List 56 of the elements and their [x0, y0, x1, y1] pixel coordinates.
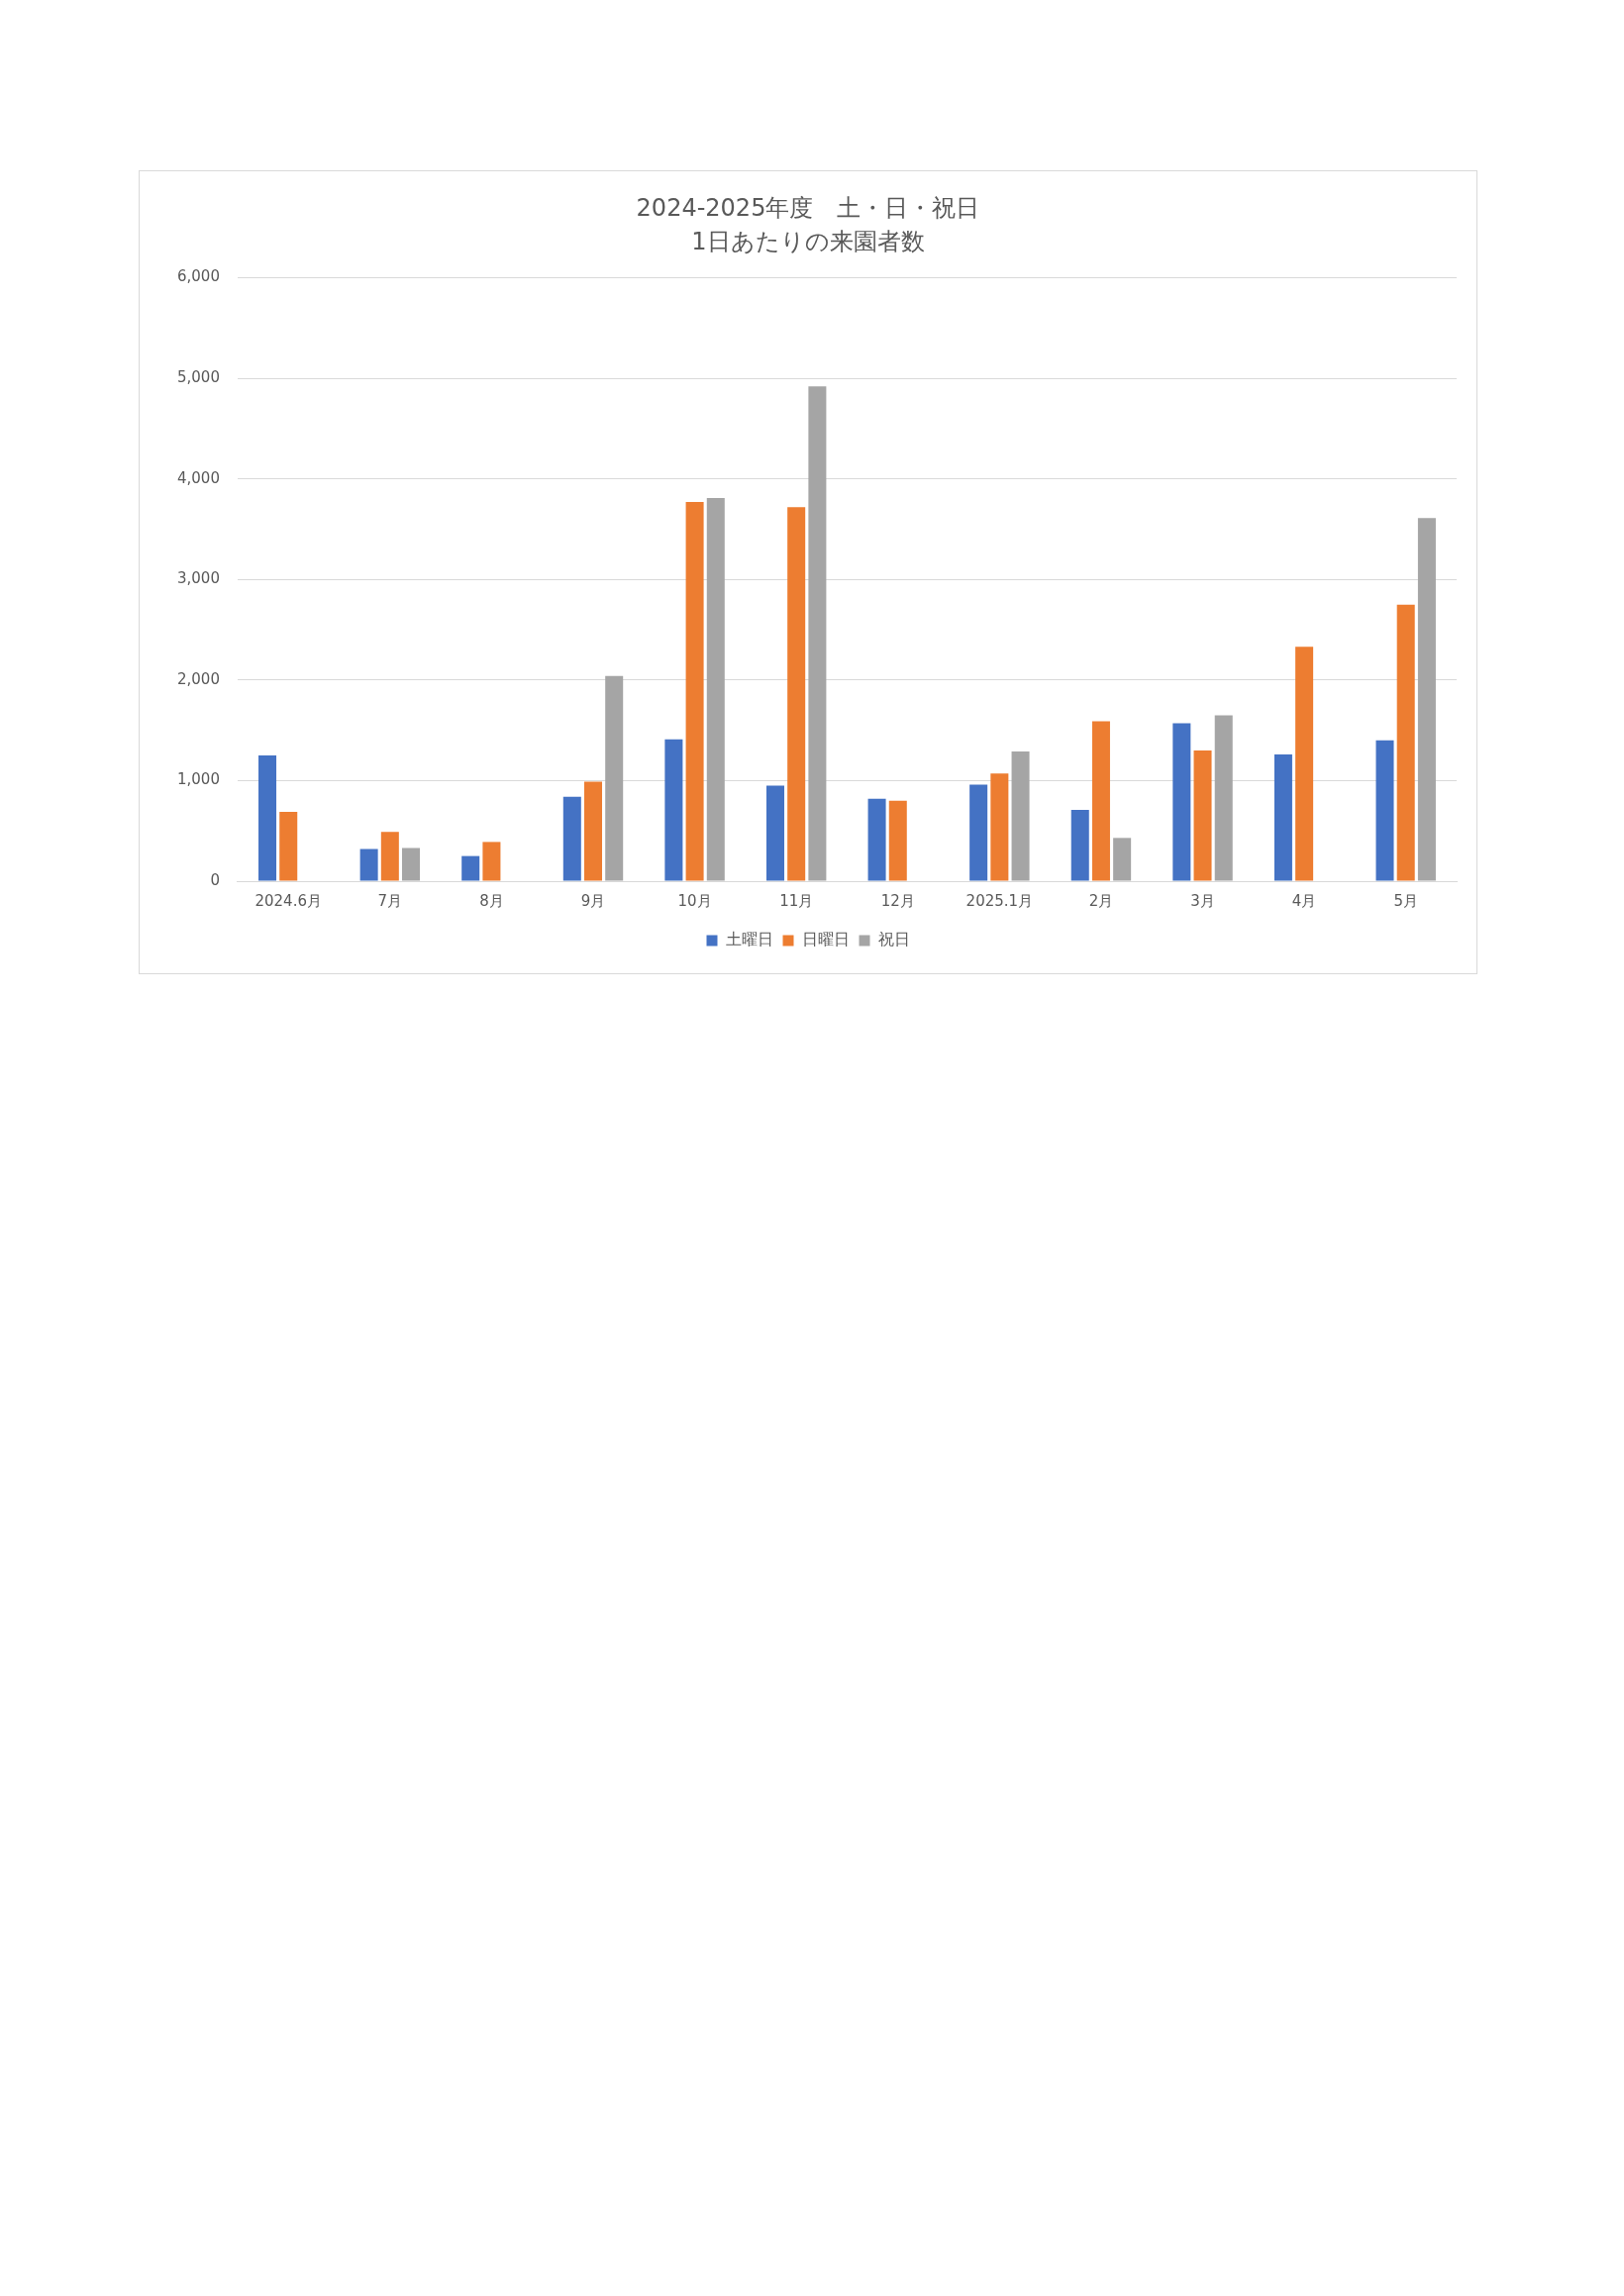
bar: [1011, 750, 1030, 881]
bar: [867, 798, 886, 881]
bar: [359, 849, 378, 881]
bar: [888, 800, 907, 881]
bar: [1214, 715, 1233, 881]
bar: [808, 386, 827, 881]
bar: [482, 842, 501, 881]
y-tick-label: 3,000: [176, 569, 220, 588]
bar: [1070, 809, 1089, 881]
bar: [1172, 723, 1191, 881]
bar: [685, 502, 704, 881]
x-tick-label: 12月: [880, 891, 915, 910]
bar: [461, 855, 480, 881]
bar: [279, 811, 298, 881]
bar: [562, 796, 581, 881]
chart-title: 2024-2025年度 土・日・祝日: [636, 193, 980, 222]
bar: [969, 784, 988, 881]
x-tick-label: 11月: [779, 891, 814, 910]
bar: [258, 755, 277, 881]
x-tick-label: 7月: [377, 891, 403, 910]
bar: [605, 675, 624, 881]
bar: [1273, 754, 1292, 881]
bar: [990, 773, 1009, 881]
x-tick-label: 5月: [1393, 891, 1418, 910]
bar: [1193, 749, 1212, 881]
bar: [1417, 518, 1436, 881]
y-tick-label: 1,000: [176, 770, 220, 789]
legend-label: 祝日: [877, 930, 910, 949]
bar: [402, 848, 421, 881]
y-tick-label: 5,000: [176, 368, 220, 387]
x-tick-label: 8月: [479, 891, 504, 910]
chart-subtitle: 1日あたりの来園者数: [691, 228, 925, 256]
x-tick-label: 10月: [677, 891, 712, 910]
bar: [1375, 740, 1394, 881]
x-tick-label: 3月: [1190, 891, 1215, 910]
legend-label: 日曜日: [801, 930, 850, 949]
bar: [706, 498, 725, 881]
y-tick-label: 0: [210, 870, 220, 889]
bar: [583, 781, 603, 881]
bar: [765, 785, 784, 881]
y-tick-label: 6,000: [176, 267, 220, 286]
bar: [380, 832, 399, 881]
bar: [1396, 604, 1415, 881]
legend-label: 土曜日: [725, 930, 773, 949]
bar: [1091, 721, 1110, 881]
bar: [787, 507, 806, 881]
x-tick-label: 2月: [1088, 891, 1114, 910]
x-tick-label: 4月: [1291, 891, 1317, 910]
y-tick-label: 4,000: [176, 468, 220, 487]
x-tick-label: 9月: [580, 891, 606, 910]
bar: [1295, 647, 1314, 881]
bar: [664, 739, 683, 881]
y-tick-label: 2,000: [176, 669, 220, 688]
x-tick-label: 2025.1月: [965, 891, 1034, 910]
x-tick-label: 2024.6月: [254, 891, 322, 910]
bar: [1113, 838, 1132, 881]
